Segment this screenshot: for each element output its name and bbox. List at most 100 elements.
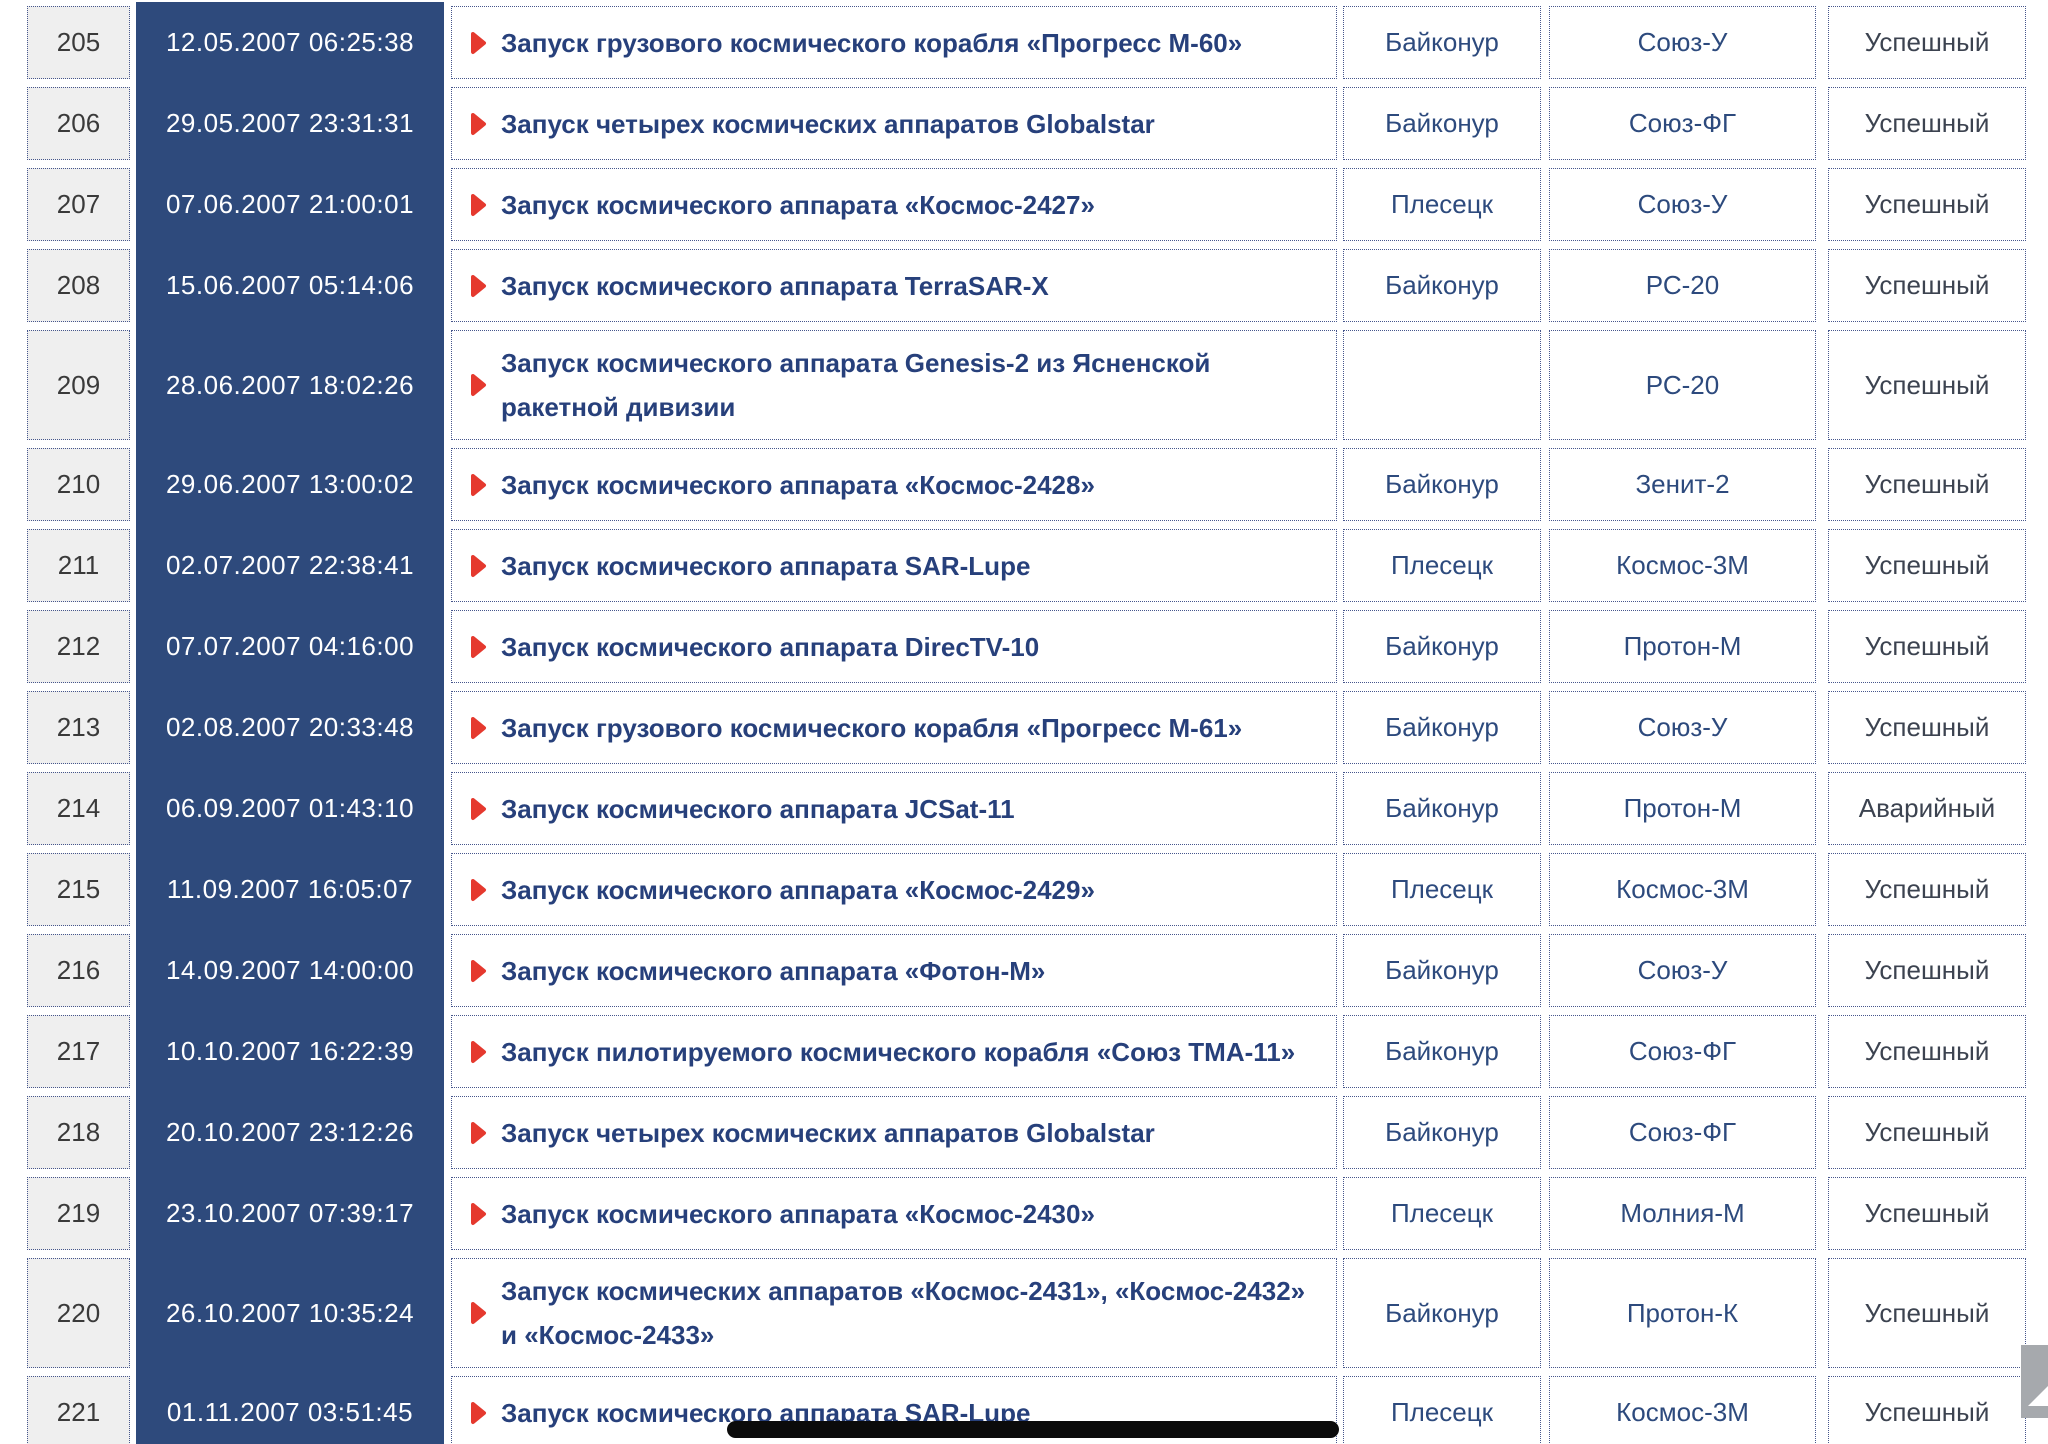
launch-status: Успешный [1864,1397,1990,1427]
launch-description-link[interactable]: Запуск космического аппарата TerraSAR-X [501,270,1049,301]
launch-site-cell: Плесецк [1343,529,1541,602]
row-number: 210 [56,469,101,499]
launch-description-link[interactable]: Запуск космических аппаратов «Космос-243… [501,1276,1306,1350]
horizontal-scrollbar-thumb[interactable] [727,1421,1339,1438]
launch-description-link[interactable]: Запуск космического аппарата «Фотон-М» [501,955,1046,986]
table-row: 215 11.09.2007 16:05:07 Запуск космическ… [27,849,2026,930]
launch-description-link[interactable]: Запуск космического аппарата «Космос-242… [501,469,1095,500]
launch-status: Успешный [1864,270,1990,300]
launch-datetime: 14.09.2007 14:00:00 [165,955,415,985]
launch-status: Успешный [1864,1117,1990,1147]
launch-description-cell: Запуск космических аппаратов «Космос-243… [451,1258,1337,1368]
table-row: 208 15.06.2007 05:14:06 Запуск космическ… [27,245,2026,326]
bullet-triangle-icon [470,274,487,298]
table-row: 212 07.07.2007 04:16:00 Запуск космическ… [27,606,2026,687]
launch-description-link[interactable]: Запуск космического аппарата «Космос-242… [501,874,1095,905]
launch-site: Байконур [1385,1036,1499,1066]
rocket-cell: Зенит-2 [1549,448,1816,521]
row-number: 209 [56,369,101,400]
launch-description-link[interactable]: Запуск четырех космических аппаратов Glo… [501,1117,1155,1148]
launch-site: Плесецк [1390,189,1494,219]
launch-description-cell: Запуск четырех космических аппаратов Glo… [451,1096,1337,1169]
launch-status: Успешный [1864,712,1990,742]
row-number: 208 [56,270,101,300]
rocket-cell: Союз-У [1549,691,1816,764]
status-cell: Успешный [1828,1015,2026,1088]
row-number-cell: 207 [27,168,130,241]
status-cell: Аварийный [1828,772,2026,845]
launch-datetime: 07.07.2007 04:16:00 [165,631,415,661]
launch-description-link[interactable]: Запуск космического аппарата «Космос-242… [501,189,1095,220]
launch-description-link[interactable]: Запуск космического аппарата JCSat-11 [501,793,1015,824]
launch-site-cell: Плесецк [1343,1177,1541,1250]
row-number-cell: 210 [27,448,130,521]
launch-site: Плесецк [1390,550,1494,580]
launch-site: Байконур [1385,712,1499,742]
launch-description-cell: Запуск космического аппарата JCSat-11 [451,772,1337,845]
row-number: 207 [56,189,101,219]
bullet-triangle-icon [470,1202,487,1226]
bullet-triangle-icon [470,193,487,217]
launch-datetime-cell: 20.10.2007 23:12:26 [136,1092,444,1173]
launch-description-cell: Запуск космического аппарата «Фотон-М» [451,934,1337,1007]
status-cell: Успешный [1828,1376,2026,1444]
row-number-cell: 218 [27,1096,130,1169]
launch-site: Байконур [1385,469,1499,499]
launch-site-cell: Байконур [1343,448,1541,521]
table-row: 210 29.06.2007 13:00:02 Запуск космическ… [27,444,2026,525]
launch-description-link[interactable]: Запуск пилотируемого космического корабл… [501,1036,1296,1067]
launch-status: Аварийный [1858,793,1996,823]
launch-description-link[interactable]: Запуск грузового космического корабля «П… [501,712,1243,743]
bullet-triangle-icon [470,635,487,659]
launch-datetime-cell: 01.11.2007 03:51:45 [136,1372,444,1444]
launch-datetime-cell: 29.05.2007 23:31:31 [136,83,444,164]
launch-datetime: 11.09.2007 16:05:07 [166,874,414,904]
launch-site-cell: Байконур [1343,934,1541,1007]
launch-datetime-cell: 10.10.2007 16:22:39 [136,1011,444,1092]
bullet-triangle-icon [470,112,487,136]
launch-datetime: 29.06.2007 13:00:02 [165,469,415,499]
status-cell: Успешный [1828,853,2026,926]
launch-site: Плесецк [1390,874,1494,904]
table-row: 209 28.06.2007 18:02:26 Запуск космическ… [27,326,2026,444]
table-row: 206 29.05.2007 23:31:31 Запуск четырех к… [27,83,2026,164]
row-number: 206 [56,108,101,138]
rocket-name: Союз-У [1637,27,1728,57]
launch-datetime-cell: 06.09.2007 01:43:10 [136,768,444,849]
launch-description-link[interactable]: Запуск четырех космических аппаратов Glo… [501,108,1155,139]
launch-status: Успешный [1864,1297,1990,1328]
table-row: 220 26.10.2007 10:35:24 Запуск космическ… [27,1254,2026,1372]
launch-datetime: 23.10.2007 07:39:17 [165,1198,415,1228]
status-cell: Успешный [1828,448,2026,521]
rocket-name: РС-20 [1645,369,1720,400]
bullet-triangle-icon [470,716,487,740]
row-number-cell: 206 [27,87,130,160]
launch-site: Байконур [1385,1297,1499,1328]
launch-site: Плесецк [1390,1397,1494,1427]
launch-description-link[interactable]: Запуск космического аппарата Genesis-2 и… [501,348,1211,422]
launch-description-link[interactable]: Запуск космического аппарата DirecTV-10 [501,631,1040,662]
launch-site-cell: Байконур [1343,610,1541,683]
rocket-name: Союз-ФГ [1628,1117,1737,1147]
launch-description-link[interactable]: Запуск космического аппарата «Космос-243… [501,1198,1095,1229]
launch-datetime-cell: 02.07.2007 22:38:41 [136,525,444,606]
launch-datetime-cell: 11.09.2007 16:05:07 [136,849,444,930]
row-number-cell: 221 [27,1376,130,1444]
rocket-name: Протон-М [1623,631,1742,661]
rocket-name: Союз-У [1637,955,1728,985]
launch-datetime-cell: 07.07.2007 04:16:00 [136,606,444,687]
row-number-cell: 216 [27,934,130,1007]
row-number-cell: 217 [27,1015,130,1088]
launch-description-link[interactable]: Запуск грузового космического корабля «П… [501,27,1243,58]
rocket-name: Союз-ФГ [1628,108,1737,138]
launch-site-cell: Байконур [1343,1096,1541,1169]
launch-site-cell: Байконур [1343,1015,1541,1088]
row-number-cell: 212 [27,610,130,683]
launch-status: Успешный [1864,369,1990,400]
launch-status: Успешный [1864,631,1990,661]
row-number: 216 [56,955,101,985]
launch-description-link[interactable]: Запуск космического аппарата SAR-Lupe [501,550,1031,581]
row-number: 205 [56,27,101,57]
bullet-triangle-icon [470,1301,487,1325]
scroll-corner-button[interactable] [2021,1345,2048,1418]
